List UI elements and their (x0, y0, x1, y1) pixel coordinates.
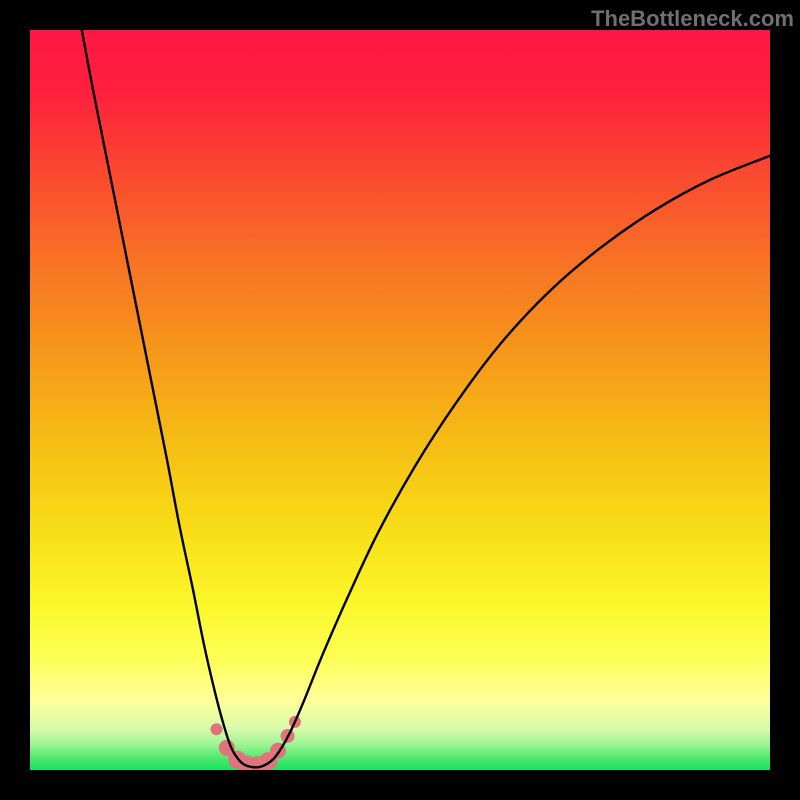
chart-wrapper: TheBottleneck.com (0, 0, 800, 800)
watermark-text: TheBottleneck.com (591, 6, 794, 32)
plot-area (30, 30, 770, 770)
